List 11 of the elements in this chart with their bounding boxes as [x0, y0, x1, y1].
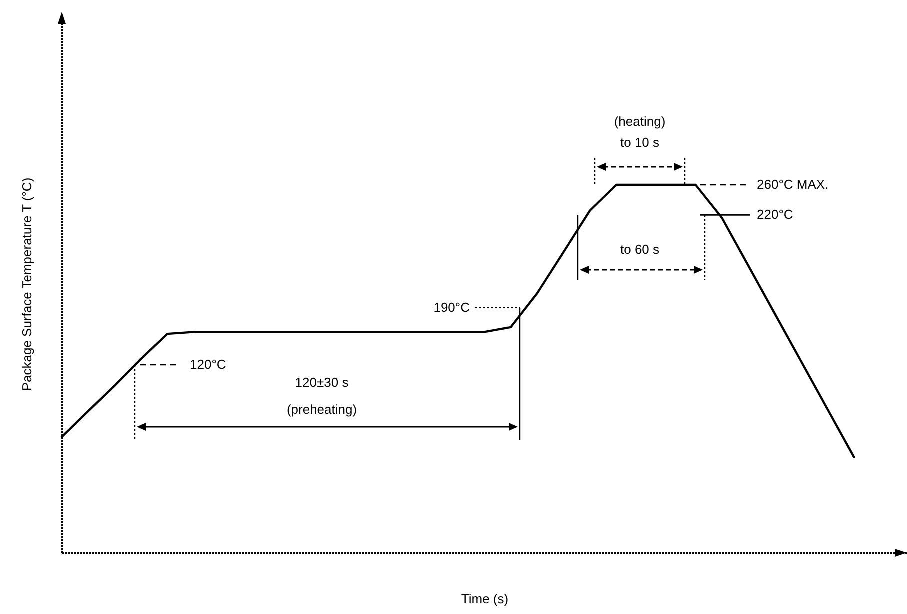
- annotation: (preheating): [286, 402, 358, 417]
- ref-line-label: 220°C: [757, 207, 794, 222]
- x-axis-title: Time (s): [461, 592, 509, 606]
- y-axis-title: Package Surface Temperature T (°C): [20, 178, 34, 392]
- ref-line-label: 260°C MAX.: [757, 177, 829, 192]
- ref-line-label: 190°C: [434, 300, 470, 315]
- text: (heating): [614, 114, 666, 129]
- text: to 10 s: [620, 135, 660, 150]
- annotation: to 60 s: [620, 242, 660, 257]
- annotation: 120±30 s: [295, 375, 350, 390]
- ref-line-label: 120°C: [190, 356, 226, 372]
